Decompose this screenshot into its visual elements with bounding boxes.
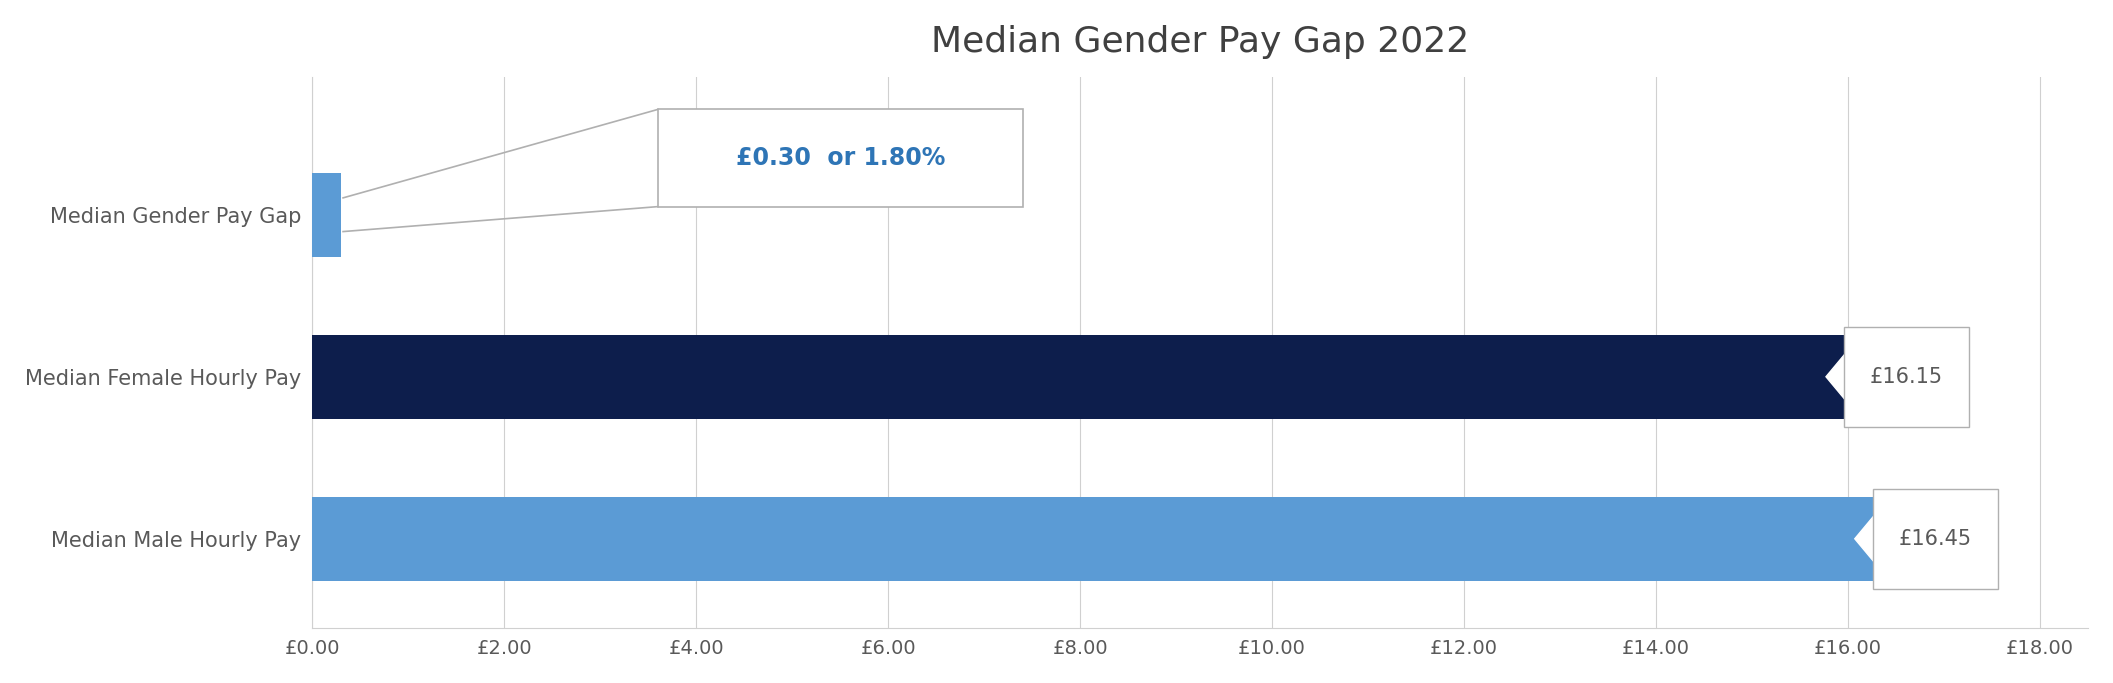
Polygon shape [1862,326,1891,427]
Title: Median Gender Pay Gap 2022: Median Gender Pay Gap 2022 [932,25,1469,59]
Text: £16.45: £16.45 [1900,529,1971,548]
Bar [313,173,340,257]
Bar [313,335,1862,419]
Bar [313,497,1891,581]
FancyBboxPatch shape [1872,488,1997,589]
Polygon shape [1826,333,1862,421]
Text: £16.15: £16.15 [1870,367,1944,387]
FancyBboxPatch shape [1845,326,1969,427]
Text: £0.30  or 1.80%: £0.30 or 1.80% [735,146,945,170]
Polygon shape [1855,495,1891,583]
Polygon shape [1891,488,1921,589]
FancyBboxPatch shape [657,109,1023,207]
